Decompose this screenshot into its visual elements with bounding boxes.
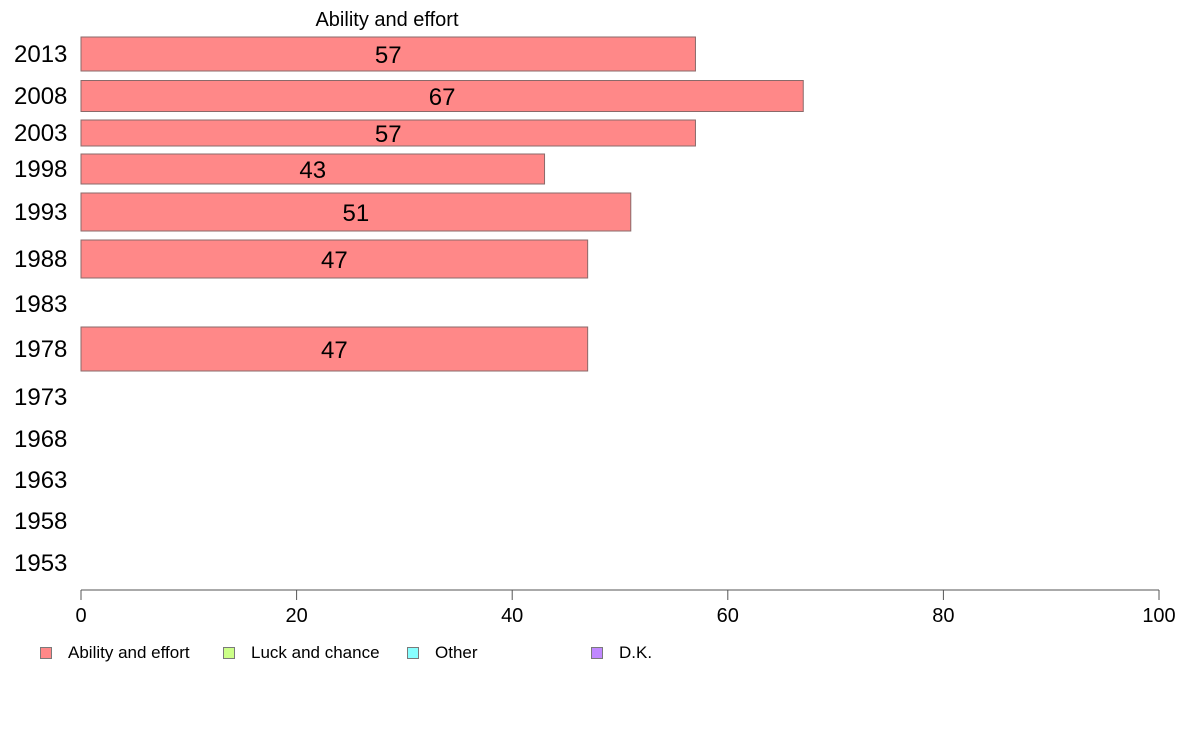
bar-value-label-1988: 47	[321, 247, 348, 274]
bar-1988	[80, 239, 589, 279]
legend-item-other: Other	[407, 643, 478, 663]
legend-item-luck-and-chance: Luck and chance	[223, 643, 380, 663]
bar-2008	[80, 80, 804, 112]
y-tick-label-1998: 1998	[14, 156, 67, 183]
y-tick-label-1978: 1978	[14, 336, 67, 363]
legend-item-dk: D.K.	[591, 643, 652, 663]
x-tick-label-20: 20	[285, 605, 307, 627]
y-tick-label-2013: 2013	[14, 41, 67, 68]
legend-item-ability-and-effort: Ability and effort	[40, 643, 190, 663]
legend-label-other: Other	[435, 643, 478, 662]
bar-2013	[80, 36, 696, 72]
legend-swatch-dk	[591, 647, 603, 659]
segment-header: Ability and effort	[315, 9, 458, 31]
legend-swatch-other	[407, 647, 419, 659]
x-tick-label-60: 60	[717, 605, 739, 627]
y-tick-label-1968: 1968	[14, 426, 67, 453]
x-tick-label-80: 80	[932, 605, 954, 627]
legend: Ability and effort Luck and chance Other…	[40, 643, 1160, 663]
legend-swatch-luck-and-chance	[223, 647, 235, 659]
legend-label-dk: D.K.	[619, 643, 653, 662]
y-tick-label-2008: 2008	[14, 83, 67, 110]
y-tick-label-1993: 1993	[14, 199, 67, 226]
bar-value-label-1993: 51	[343, 200, 370, 227]
bar-1993	[80, 192, 632, 232]
y-tick-label-2003: 2003	[14, 120, 67, 147]
y-tick-label-1963: 1963	[14, 467, 67, 494]
y-tick-label-1988: 1988	[14, 246, 67, 273]
bar-value-label-1978: 47	[321, 337, 348, 364]
legend-label-luck-and-chance: Luck and chance	[251, 643, 380, 662]
bar-value-label-2008: 67	[429, 84, 456, 111]
y-tick-label-1953: 1953	[14, 550, 67, 577]
legend-label-ability-and-effort: Ability and effort	[68, 643, 190, 662]
y-tick-label-1983: 1983	[14, 291, 67, 318]
bar-value-label-2013: 57	[375, 42, 402, 69]
bar-1998	[80, 153, 546, 185]
bar-value-label-2003: 57	[375, 121, 402, 148]
legend-swatch-ability-and-effort	[40, 647, 52, 659]
x-tick-label-0: 0	[75, 605, 86, 627]
bar-1978	[80, 326, 589, 372]
x-tick-label-100: 100	[1142, 605, 1175, 627]
bar-2003	[80, 119, 696, 147]
x-tick-label-40: 40	[501, 605, 523, 627]
y-tick-label-1958: 1958	[14, 508, 67, 535]
bar-value-label-1998: 43	[299, 157, 326, 184]
y-tick-label-1973: 1973	[14, 384, 67, 411]
